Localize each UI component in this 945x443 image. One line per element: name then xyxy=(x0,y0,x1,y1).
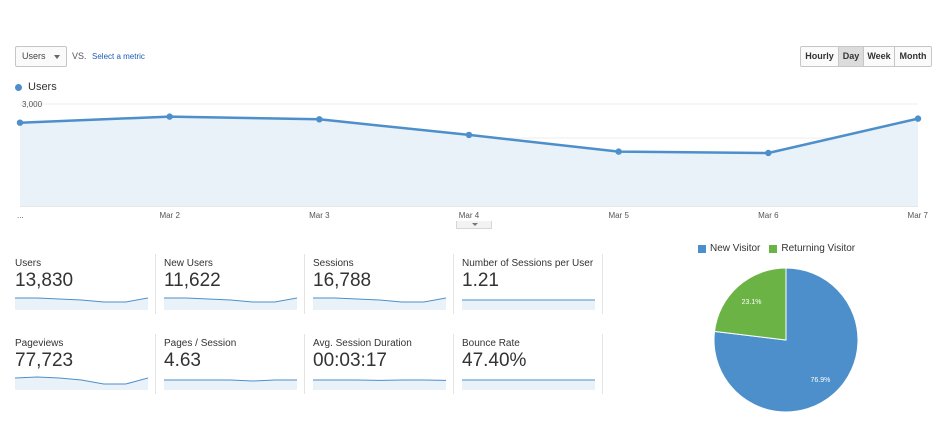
sparkline xyxy=(462,299,595,310)
sparkline-area xyxy=(164,298,297,310)
sparkline xyxy=(313,379,446,390)
tile-divider xyxy=(453,334,454,394)
sparkline-area xyxy=(15,298,148,310)
data-point[interactable] xyxy=(615,148,622,155)
metric-tile[interactable]: Avg. Session Duration 00:03:17 xyxy=(313,338,453,400)
metric-value: 13,830 xyxy=(15,270,74,291)
legend-swatch-icon xyxy=(769,244,778,253)
y-tick-label: 3,000 xyxy=(22,100,43,109)
legend-swatch-icon xyxy=(698,244,706,253)
sparkline xyxy=(15,376,148,390)
sparkline-area xyxy=(462,380,595,390)
x-tick-label: Mar 7 xyxy=(908,211,929,220)
sparkline-area xyxy=(313,298,446,310)
x-tick-label: Mar 6 xyxy=(758,211,779,220)
pie-legend-label: Returning Visitor xyxy=(781,243,856,254)
period-toggle-group: Hourly Day Week Month xyxy=(800,46,932,67)
data-point[interactable] xyxy=(465,131,473,139)
data-point[interactable] xyxy=(914,115,922,122)
metric-label: Avg. Session Duration xyxy=(313,338,412,349)
sparkline xyxy=(164,297,297,310)
pie-legend-label: New Visitor xyxy=(710,243,761,254)
tile-divider xyxy=(155,254,156,314)
hourly-button[interactable]: Hourly xyxy=(801,47,839,66)
x-tick-label: ... xyxy=(17,211,24,220)
data-point[interactable] xyxy=(765,149,772,157)
pie-legend-item-new: New Visitor xyxy=(698,243,760,254)
legend-series-name: Users xyxy=(28,81,57,93)
metric-label: Number of Sessions per User xyxy=(462,258,594,269)
sparkline xyxy=(15,297,148,310)
pie-slice[interactable] xyxy=(713,267,859,413)
month-button[interactable]: Month xyxy=(895,47,931,66)
sparkline xyxy=(462,379,595,390)
series-area xyxy=(20,116,918,206)
sparkline-area xyxy=(15,377,148,390)
sparkline-line xyxy=(313,297,446,303)
x-tick-label: Mar 3 xyxy=(309,211,330,220)
pie-legend-item-returning: Returning Visitor xyxy=(769,243,855,254)
tile-divider xyxy=(304,334,305,394)
metric-tile[interactable]: Users 13,830 xyxy=(15,258,155,320)
sparkline-line xyxy=(164,379,297,382)
legend-dot-icon xyxy=(15,83,22,91)
sparkline xyxy=(313,297,446,310)
metric-label: Bounce Rate xyxy=(462,338,520,349)
metric-select[interactable]: Users xyxy=(15,46,67,67)
x-tick-label: Mar 4 xyxy=(459,211,480,220)
metric-label: Pages / Session xyxy=(164,338,237,349)
data-point[interactable] xyxy=(16,119,24,126)
metric-tile[interactable]: Pageviews 77,723 xyxy=(15,338,155,400)
pie-legend: New Visitor Returning Visitor xyxy=(698,243,864,254)
week-button[interactable]: Week xyxy=(864,47,895,66)
sparkline-line xyxy=(15,376,148,385)
metric-value: 77,723 xyxy=(15,350,74,371)
metric-value: 11,622 xyxy=(164,270,221,291)
tile-divider xyxy=(602,254,603,314)
x-tick-label: Mar 2 xyxy=(159,211,180,220)
metric-select-value: Users xyxy=(22,51,46,61)
chevron-down-icon xyxy=(54,55,60,59)
sparkline-area xyxy=(462,300,595,310)
metric-value: 47.40% xyxy=(462,350,527,371)
x-tick-label: Mar 5 xyxy=(608,211,629,220)
metric-value: 00:03:17 xyxy=(313,350,387,371)
metric-tile[interactable]: Sessions 16,788 xyxy=(313,258,453,320)
select-metric-link[interactable]: Select a metric xyxy=(92,52,145,61)
pie-slice-label: 23.1% xyxy=(742,299,762,306)
vs-label: VS. xyxy=(72,51,87,61)
metric-label: Sessions xyxy=(313,258,354,269)
data-point[interactable] xyxy=(316,116,323,123)
pie-slice[interactable] xyxy=(713,267,787,341)
tile-divider xyxy=(155,334,156,394)
pie-slice-label: 76.9% xyxy=(810,377,830,384)
metric-tile[interactable]: New Users 11,622 xyxy=(164,258,304,320)
tile-divider xyxy=(453,254,454,314)
metric-tile[interactable]: Number of Sessions per User 1.21 xyxy=(462,258,602,320)
metric-label: Users xyxy=(15,258,42,269)
chart-collapse-handle[interactable] xyxy=(456,221,492,229)
sparkline xyxy=(164,379,297,390)
metric-label: New Users xyxy=(164,258,213,269)
metric-value: 1.21 xyxy=(462,270,499,291)
sparkline-area xyxy=(313,380,446,390)
sparkline-line xyxy=(164,297,297,303)
visitor-type-pie-chart: 76.9% 23.1% xyxy=(713,267,859,413)
metric-tile[interactable]: Bounce Rate 47.40% xyxy=(462,338,602,400)
metric-value: 16,788 xyxy=(313,270,372,291)
line-chart-legend: Users xyxy=(15,81,57,93)
data-point[interactable] xyxy=(166,113,173,120)
metric-tile[interactable]: Pages / Session 4.63 xyxy=(164,338,304,400)
metric-label: Pageviews xyxy=(15,338,64,349)
sparkline-area xyxy=(164,380,297,390)
tile-divider xyxy=(304,254,305,314)
sparkline-line xyxy=(15,297,148,303)
tile-divider xyxy=(602,334,603,394)
day-button[interactable]: Day xyxy=(839,47,864,66)
metric-value: 4.63 xyxy=(164,350,201,371)
